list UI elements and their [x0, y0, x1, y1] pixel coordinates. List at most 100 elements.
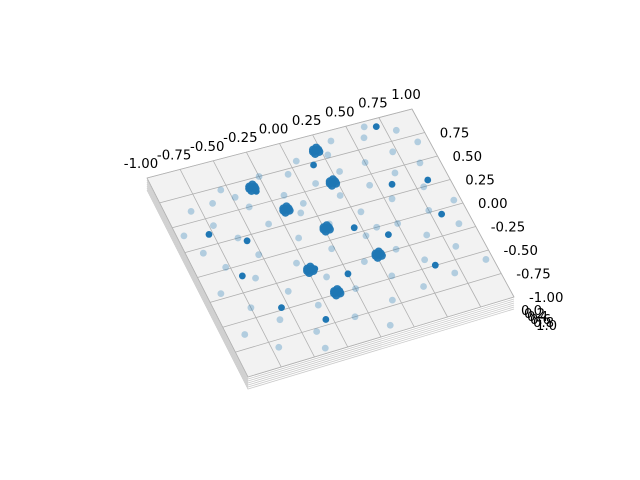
- data-point: [371, 249, 380, 258]
- y-tick-label: -0.75: [516, 268, 550, 283]
- z-tick-label: 1.0: [536, 319, 557, 334]
- data-point: [314, 301, 322, 309]
- data-point: [327, 137, 335, 145]
- grid-line-y: [184, 179, 451, 254]
- data-point: [312, 180, 319, 187]
- data-point: [241, 331, 249, 338]
- grid-line-y: [247, 296, 515, 378]
- data-point: [247, 304, 255, 312]
- data-point: [420, 183, 428, 191]
- pane-depth-edge: [146, 183, 515, 384]
- data-point: [344, 270, 352, 278]
- data-point: [362, 232, 370, 240]
- data-point: [357, 208, 365, 216]
- data-point: [425, 207, 433, 214]
- z-tick-label: 0.6: [530, 313, 551, 328]
- data-point: [366, 181, 374, 189]
- x-tick-label: -0.50: [190, 140, 224, 155]
- data-point: [180, 232, 188, 240]
- data-point: [234, 234, 242, 242]
- tick-labels: -1.00-0.75-0.50-0.250.000.250.500.751.00…: [124, 88, 564, 334]
- pane-depth-edge: [146, 187, 515, 388]
- data-point: [388, 272, 396, 280]
- y-tick-label: 0.75: [440, 127, 470, 142]
- data-point: [222, 263, 230, 271]
- grid-line-y: [222, 249, 489, 328]
- data-point: [284, 170, 292, 178]
- data-point: [323, 273, 330, 281]
- data-point: [450, 196, 458, 204]
- data-point: [279, 204, 288, 213]
- data-point: [284, 287, 292, 295]
- data-point: [297, 209, 305, 217]
- data-point: [384, 231, 392, 239]
- data-point: [217, 186, 225, 194]
- data-point: [388, 195, 396, 203]
- data-point: [360, 258, 368, 266]
- y-tick-label: -0.50: [504, 244, 538, 259]
- data-point: [373, 223, 381, 231]
- data-point: [310, 161, 317, 169]
- data-point: [350, 224, 358, 232]
- y-tick-label: 0.25: [465, 174, 495, 189]
- data-point: [252, 274, 259, 282]
- data-point: [243, 237, 251, 245]
- x-tick-label: 0.75: [358, 97, 388, 112]
- data-point: [187, 207, 195, 215]
- data-point: [392, 245, 400, 253]
- data-point: [303, 264, 312, 274]
- data-point: [255, 173, 263, 180]
- grid-line-y: [172, 155, 438, 229]
- data-point: [452, 242, 460, 250]
- data-point: [455, 220, 463, 228]
- data-point: [217, 290, 225, 298]
- x-tick-label: -0.75: [157, 148, 191, 163]
- data-point: [420, 283, 427, 290]
- data-point: [391, 169, 399, 177]
- data-point: [388, 180, 396, 188]
- grid-line-y: [210, 226, 476, 303]
- data-point: [482, 256, 490, 263]
- y-tick-label: 0.00: [478, 197, 508, 212]
- data-point: [361, 159, 369, 166]
- data-point: [416, 159, 424, 167]
- data-point: [313, 328, 321, 335]
- data-point: [431, 261, 439, 269]
- data-point: [245, 203, 253, 211]
- data-point: [245, 182, 254, 191]
- data-point: [360, 134, 368, 142]
- grid-line-y: [146, 108, 413, 179]
- data-point: [293, 259, 300, 267]
- data-point: [275, 343, 283, 351]
- grid-line-y: [235, 273, 502, 353]
- data-point: [330, 287, 339, 296]
- grid-line-y: [159, 132, 425, 204]
- data-point: [231, 193, 239, 201]
- data-point: [351, 313, 359, 321]
- z-tick-label: 0.0: [521, 304, 542, 319]
- data-point: [336, 192, 344, 199]
- x-tick-label: 1.00: [391, 88, 421, 103]
- data-point: [389, 148, 397, 156]
- z-tick-label: 0.2: [524, 307, 545, 322]
- data-point: [292, 157, 300, 165]
- data-point: [388, 296, 396, 304]
- data-point: [414, 138, 422, 146]
- data-point: [255, 251, 263, 259]
- x-tick-label: -1.00: [124, 157, 158, 172]
- data-point: [299, 199, 307, 207]
- y-tick-label: -0.25: [491, 221, 525, 236]
- axes-pane: [146, 108, 515, 390]
- data-point: [205, 231, 213, 238]
- y-tick-label: -1.00: [529, 291, 563, 306]
- data-point: [280, 191, 288, 199]
- data-point: [238, 272, 246, 280]
- data-point: [295, 234, 303, 242]
- data-point: [394, 220, 402, 227]
- pane-depth-edge: [146, 181, 515, 382]
- data-point: [424, 176, 432, 184]
- z-tick-label: 0.8: [533, 316, 554, 331]
- data-point: [392, 126, 400, 134]
- data-point: [324, 151, 332, 159]
